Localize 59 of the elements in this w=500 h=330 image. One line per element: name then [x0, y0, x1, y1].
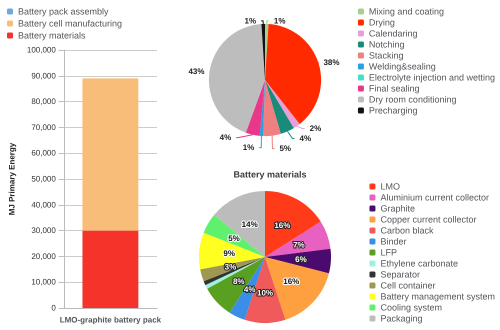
data-label: 7%	[293, 240, 305, 250]
data-label: 16%	[283, 277, 300, 286]
legend-label: Notching	[368, 40, 404, 50]
legend-label: Battery cell manufacturing	[18, 18, 122, 28]
legend-label: Drying	[368, 18, 395, 28]
legend-label: Precharging	[368, 106, 418, 116]
data-label: 3%	[224, 262, 236, 272]
legend-label: Battery management system	[380, 292, 496, 302]
y-tick-label: 30,000	[31, 226, 56, 236]
legend-label: LMO	[380, 182, 400, 192]
x-tick-label: LMO-graphite battery pack	[60, 316, 162, 324]
legend-label: Battery materials	[18, 30, 86, 40]
legend-label: Aluminium current collector	[380, 192, 489, 202]
legend-label: Dry room conditioning	[368, 94, 456, 104]
y-tick-label: 60,000	[31, 148, 56, 158]
y-tick-label: 80,000	[31, 97, 56, 106]
legend-label: Welding&sealing	[368, 62, 436, 72]
y-tick-label: 50,000	[31, 174, 56, 184]
legend-label: Cell container	[380, 280, 436, 290]
legend-label: Separator	[380, 270, 420, 280]
data-label: 4%	[300, 134, 312, 144]
y-tick-label: 0	[51, 304, 56, 312]
data-label: 4%	[220, 133, 232, 142]
legend-label: Copper current collector	[380, 214, 476, 224]
legend-label: Carbon black	[380, 226, 434, 236]
data-label: 6%	[295, 254, 307, 264]
y-tick-label: 70,000	[31, 122, 56, 132]
data-label: 8%	[232, 277, 245, 286]
data-label: 2%	[310, 124, 322, 134]
chart-title: Battery materials	[233, 170, 307, 180]
data-label: 1%	[274, 16, 286, 26]
legend-label: Electrolyte injection and wetting	[368, 72, 496, 82]
legend-label: Battery pack assembly	[18, 6, 110, 16]
legend-label: Graphite	[380, 204, 415, 214]
y-axis-title: MJ Primary Energy	[8, 142, 16, 216]
data-label: 5%	[279, 144, 292, 154]
data-label: 9%	[223, 249, 235, 258]
legend-label: Final sealing	[368, 84, 420, 94]
data-label: 43%	[188, 67, 204, 76]
legend-label: LFP	[380, 248, 397, 258]
data-label: 16%	[274, 220, 290, 230]
legend-label: Cooling system	[380, 302, 442, 312]
data-label: 5%	[228, 234, 240, 244]
y-tick-label: 10,000	[31, 278, 56, 287]
legend-label: Packaging	[380, 314, 422, 324]
data-label: 1%	[242, 143, 254, 152]
data-label: 1%	[244, 16, 256, 26]
data-label: 10%	[256, 288, 274, 298]
y-tick-label: 100,000	[26, 46, 56, 54]
legend-label: Calendaring	[368, 28, 418, 38]
data-label: 38%	[323, 58, 340, 67]
legend-label: Stacking	[368, 50, 404, 60]
data-label: 14%	[242, 220, 258, 229]
legend-label: Mixing and coating	[368, 6, 444, 16]
legend-label: Ethylene carbonate	[380, 258, 458, 268]
y-tick-label: 20,000	[31, 252, 56, 261]
y-tick-label: 40,000	[31, 200, 56, 210]
y-tick-label: 90,000	[31, 71, 56, 80]
legend-label: Binder	[380, 236, 406, 246]
